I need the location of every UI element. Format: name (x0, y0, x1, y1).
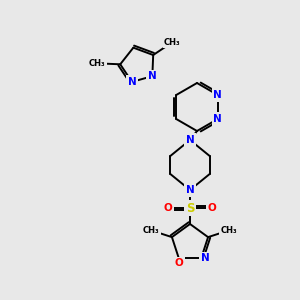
Text: CH₃: CH₃ (221, 226, 237, 235)
Text: N: N (128, 77, 136, 87)
Text: CH₃: CH₃ (164, 38, 181, 47)
Text: N: N (186, 135, 194, 145)
Text: N: N (213, 114, 222, 124)
Text: CH₃: CH₃ (143, 226, 159, 235)
Text: S: S (186, 202, 194, 214)
Text: O: O (208, 203, 216, 213)
Text: N: N (186, 185, 194, 195)
Text: CH₃: CH₃ (89, 59, 106, 68)
Text: N: N (201, 254, 209, 263)
Text: N: N (148, 71, 157, 81)
Text: O: O (175, 258, 183, 268)
Text: N: N (213, 90, 222, 100)
Text: O: O (164, 203, 172, 213)
